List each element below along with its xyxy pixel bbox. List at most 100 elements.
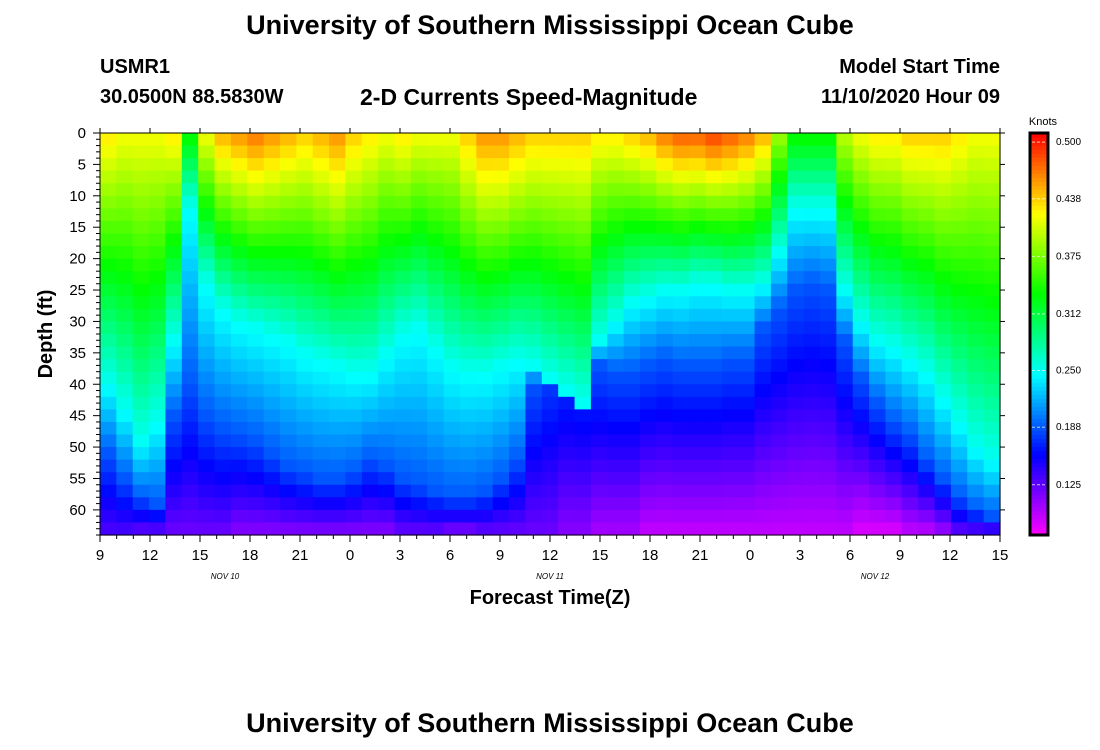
- heatmap-cell: [263, 170, 281, 184]
- heatmap-cell: [263, 459, 281, 473]
- heatmap-cell: [901, 434, 919, 448]
- heatmap-cell: [869, 170, 887, 184]
- heatmap-cell: [541, 447, 559, 461]
- heatmap-cell: [312, 246, 330, 260]
- heatmap-cell: [721, 497, 739, 511]
- colorbar-segment: [1030, 438, 1048, 444]
- colorbar-tick-label: 0.500: [1056, 137, 1081, 148]
- heatmap-cell: [460, 271, 477, 285]
- heatmap-cell: [574, 258, 592, 272]
- heatmap-cell: [116, 472, 134, 486]
- colorbar-segment: [1030, 217, 1048, 223]
- heatmap-cell: [214, 321, 232, 335]
- heatmap-cell: [558, 434, 576, 448]
- heatmap-cell: [754, 195, 772, 209]
- heatmap-cell: [885, 321, 903, 335]
- heatmap-cell: [721, 484, 739, 498]
- heatmap-cell: [476, 246, 494, 260]
- heatmap-cell: [967, 321, 985, 335]
- heatmap-cell: [132, 170, 150, 184]
- heatmap-cell: [590, 484, 608, 498]
- heatmap-cell: [198, 283, 216, 297]
- heatmap-cell: [280, 346, 297, 360]
- heatmap-cell: [100, 158, 117, 172]
- heatmap-cell: [869, 246, 887, 260]
- heatmap-cell: [705, 170, 723, 184]
- heatmap-cell: [787, 371, 805, 385]
- heatmap-cell: [934, 183, 952, 197]
- heatmap-cell: [820, 208, 837, 222]
- heatmap-cell: [410, 472, 428, 486]
- heatmap-cell: [410, 447, 428, 461]
- colorbar-segment: [1030, 378, 1048, 383]
- heatmap-cell: [623, 321, 641, 335]
- heatmap-cell: [116, 421, 134, 436]
- heatmap-cell: [787, 246, 805, 260]
- heatmap-cell: [983, 308, 1001, 323]
- heatmap-cell: [640, 484, 657, 498]
- heatmap-cell: [394, 509, 412, 524]
- heatmap-cell: [787, 133, 805, 147]
- heatmap-cell: [950, 509, 968, 524]
- colorbar-segment: [1030, 269, 1048, 275]
- heatmap-cell: [492, 509, 510, 524]
- colorbar-segment: [1030, 273, 1048, 279]
- heatmap-cell: [689, 497, 707, 511]
- date-label: NOV 12: [861, 572, 890, 581]
- heatmap-cell: [329, 195, 347, 209]
- heatmap-cell: [574, 145, 592, 159]
- heatmap-cell: [574, 371, 592, 385]
- heatmap-cell: [574, 321, 592, 335]
- heatmap-cell: [460, 371, 477, 385]
- heatmap-cell: [296, 195, 314, 209]
- heatmap-cell: [901, 321, 919, 335]
- heatmap-cell: [705, 195, 723, 209]
- heatmap-cell: [885, 371, 903, 385]
- heatmap-cell: [165, 409, 183, 423]
- heatmap-cell: [378, 409, 396, 423]
- colorbar-segment: [1030, 354, 1048, 359]
- heatmap-cell: [345, 434, 363, 448]
- heatmap-cell: [443, 308, 461, 323]
- heatmap-cell: [296, 346, 314, 360]
- heatmap-cell: [476, 359, 494, 373]
- heatmap-cell: [132, 158, 150, 172]
- heatmap-cell: [590, 359, 608, 373]
- heatmap-cell: [476, 271, 494, 285]
- heatmap-cell: [509, 396, 527, 410]
- heatmap-cell: [901, 170, 919, 184]
- heatmap-cell: [132, 371, 150, 385]
- heatmap-cell: [541, 522, 559, 536]
- heatmap-cell: [312, 158, 330, 172]
- heatmap-cell: [541, 220, 559, 235]
- heatmap-cell: [967, 220, 985, 235]
- heatmap-cell: [640, 396, 657, 410]
- heatmap-cell: [509, 296, 527, 310]
- heatmap-cell: [263, 509, 281, 524]
- heatmap-cell: [492, 170, 510, 184]
- heatmap-cell: [656, 484, 674, 498]
- heatmap-cell: [950, 472, 968, 486]
- colorbar-segment: [1030, 301, 1048, 307]
- heatmap-cell: [149, 334, 167, 348]
- heatmap-cell: [738, 308, 756, 323]
- heatmap-cell: [590, 308, 608, 323]
- heatmap-cell: [263, 497, 281, 511]
- heatmap-cell: [247, 246, 265, 260]
- heatmap-cell: [705, 396, 723, 410]
- heatmap-cell: [754, 447, 772, 461]
- y-axis-label: Depth (ft): [35, 290, 57, 379]
- heatmap-cell: [460, 472, 477, 486]
- heatmap-cell: [705, 246, 723, 260]
- heatmap-cell: [116, 447, 134, 461]
- heatmap-cell: [132, 183, 150, 197]
- heatmap-cell: [640, 220, 657, 235]
- heatmap-cell: [394, 220, 412, 235]
- heatmap-cell: [607, 183, 625, 197]
- colorbar-segment: [1030, 229, 1048, 235]
- heatmap-cell: [721, 396, 739, 410]
- colorbar-segment: [1030, 329, 1048, 335]
- heatmap-cell: [574, 133, 592, 147]
- heatmap-cell: [574, 183, 592, 197]
- heatmap-cell: [312, 497, 330, 511]
